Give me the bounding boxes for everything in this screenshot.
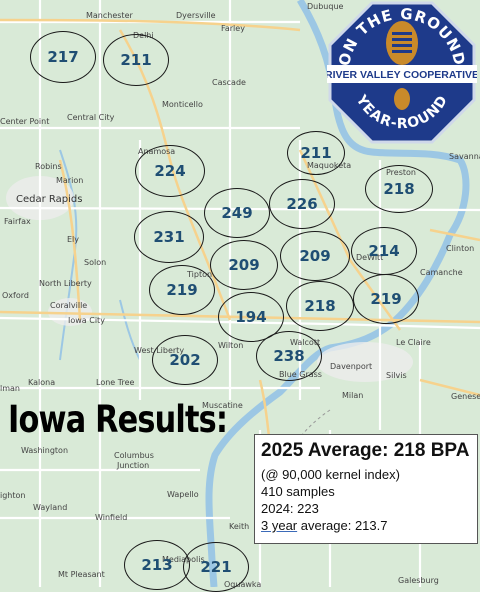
yield-zone-circle: 231 — [134, 211, 204, 263]
yield-zone-circle: 211 — [287, 131, 345, 175]
yield-zone-circle: 194 — [218, 292, 284, 342]
yield-zone-value: 202 — [169, 351, 201, 369]
town-label: Central City — [67, 113, 115, 122]
town-label: Farley — [221, 24, 245, 33]
yield-zone-value: 238 — [273, 347, 305, 365]
summary-prior-year: 2024: 223 — [261, 501, 319, 516]
yield-zone-value: 221 — [200, 558, 232, 576]
yield-zone-value: 219 — [166, 281, 198, 299]
yield-zone-circle: 209 — [210, 240, 278, 290]
town-label: Robins — [35, 162, 62, 171]
yield-zone-value: 211 — [120, 51, 152, 69]
yield-zone-value: 219 — [370, 290, 402, 308]
town-label: Fairfax — [4, 217, 31, 226]
town-label: North Liberty — [39, 279, 92, 288]
town-label: Silvis — [386, 371, 407, 380]
town-label: Ely — [67, 235, 80, 244]
town-label: Cascade — [212, 78, 246, 87]
yield-zone-circle: 202 — [152, 335, 218, 385]
page-title: Iowa Results: — [8, 398, 228, 441]
badge-band-text: RIVER VALLEY COOPERATIVE — [327, 69, 477, 81]
river-valley-logo: ON THE GROUND RIVER VALLEY COOPERATIVE Y… — [327, 1, 477, 144]
town-label: Savanna — [449, 152, 480, 161]
town-label: Iowa City — [68, 316, 105, 325]
town-label: Solon — [84, 258, 107, 267]
summary-samples: 410 samples — [261, 484, 335, 499]
yield-zone-circle: 214 — [351, 227, 417, 275]
yield-zone-value: 217 — [47, 48, 79, 66]
town-label: Oxford — [2, 291, 29, 300]
town-label: Wapello — [167, 490, 199, 499]
town-label: Oquawka — [224, 580, 262, 589]
town-label: lman — [0, 384, 20, 393]
yield-zone-circle: 224 — [135, 145, 205, 197]
yield-zone-value: 218 — [304, 297, 336, 315]
town-label: Dyersville — [176, 11, 216, 20]
town-label: ighton — [0, 491, 26, 500]
yield-zone-circle: 219 — [353, 274, 419, 324]
yield-zone-circle: 249 — [204, 188, 270, 238]
town-label: Clinton — [446, 244, 475, 253]
town-label: Wayland — [33, 503, 68, 512]
town-label: Coralville — [50, 301, 88, 310]
town-label: Lone Tree — [96, 378, 135, 387]
yield-zone-circle: 238 — [256, 331, 322, 381]
town-label: Muscatine — [202, 401, 243, 410]
summary-three-year: 3 year average: 213.7 — [261, 517, 471, 534]
yield-zone-value: 209 — [299, 247, 331, 265]
yield-zone-value: 226 — [286, 195, 318, 213]
yield-zone-value: 213 — [141, 556, 173, 574]
town-label: Cedar Rapids — [16, 194, 83, 205]
town-label: Kalona — [28, 378, 56, 387]
town-label: Mt Pleasant — [58, 570, 105, 579]
summary-kernel-index: (@ 90,000 kernel index) — [261, 467, 400, 482]
yield-zone-circle: 217 — [30, 31, 96, 83]
town-label: Wilton — [218, 341, 244, 350]
yield-zone-circle: 218 — [286, 281, 354, 331]
yield-zone-value: 209 — [228, 256, 260, 274]
town-label: Monticello — [162, 100, 203, 109]
summary-three-year-prefix: 3 year — [261, 518, 298, 533]
town-label: Columbus — [114, 451, 154, 460]
yield-zone-circle: 209 — [280, 231, 350, 281]
town-label: Dubuque — [307, 2, 344, 11]
yield-zone-circle: 213 — [124, 540, 190, 590]
town-label: Davenport — [330, 362, 373, 371]
yield-zone-circle: 211 — [103, 34, 169, 86]
yield-zone-value: 231 — [153, 228, 185, 246]
town-label: Geneseo — [451, 392, 480, 401]
town-label: Center Point — [0, 117, 50, 126]
summary-box: 2025 Average: 218 BPA (@ 90,000 kernel i… — [254, 434, 478, 544]
yield-zone-circle: 219 — [149, 265, 215, 315]
town-label: Manchester — [86, 11, 133, 20]
town-label: Winfield — [95, 513, 128, 522]
yield-zone-circle: 221 — [183, 542, 249, 592]
town-label: Galesburg — [398, 576, 439, 585]
yield-zone-value: 249 — [221, 204, 253, 222]
town-label: Camanche — [420, 268, 463, 277]
town-label: Marion — [56, 176, 84, 185]
town-label: Keith — [229, 522, 250, 531]
town-label: Washington — [21, 446, 69, 455]
summary-three-year-rest: average: 213.7 — [297, 518, 388, 533]
town-label: Milan — [342, 391, 364, 400]
yield-zone-value: 218 — [383, 180, 415, 198]
yield-zone-value: 194 — [235, 308, 267, 326]
yield-zone-circle: 226 — [269, 179, 335, 229]
yield-zone-circle: 218 — [365, 165, 433, 213]
mississippi-river — [205, 0, 470, 587]
urban-quad-cities — [317, 342, 413, 382]
town-label: Junction — [117, 461, 150, 470]
yield-zone-value: 214 — [368, 242, 400, 260]
town-label: Le Claire — [396, 338, 431, 347]
yield-zone-value: 211 — [300, 144, 332, 162]
boot-print-icon — [386, 21, 418, 65]
yield-zone-value: 224 — [154, 162, 186, 180]
summary-headline: 2025 Average: 218 BPA — [261, 440, 470, 461]
